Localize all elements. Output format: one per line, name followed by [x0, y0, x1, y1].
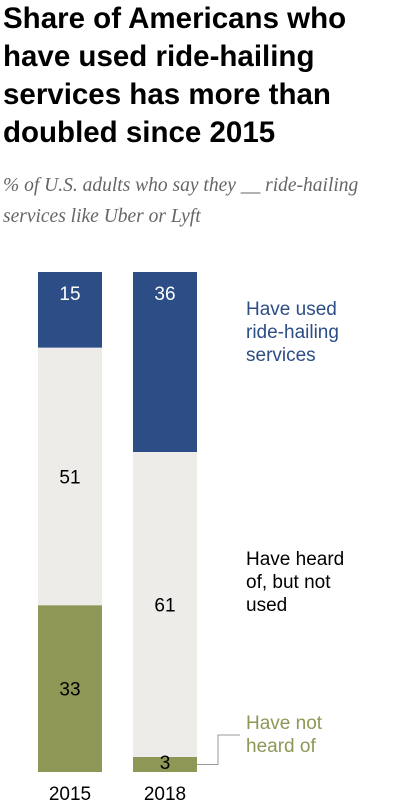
chart-title: Share of Americans who have used ride-ha… — [3, 2, 347, 149]
bar-2018-not-heard — [133, 757, 197, 772]
data-label-2015-used: 15 — [59, 284, 80, 305]
bar-2015-not-heard — [38, 605, 102, 772]
bar-2018-used — [133, 272, 197, 452]
x-tick-label-2018: 2018 — [144, 784, 186, 805]
data-label-2018-not-heard: 3 — [160, 753, 171, 774]
legend-leader-line-not-heard — [197, 734, 240, 765]
legend-label-not-heard: Have not heard of — [246, 713, 323, 757]
bar-2015-heard — [38, 347, 102, 606]
data-label-2015-not-heard: 33 — [59, 680, 80, 701]
legend-label-heard: Have heard of, but not used — [246, 549, 344, 616]
bar-2018-heard — [133, 452, 197, 757]
data-label-2015-heard: 51 — [59, 468, 80, 489]
data-label-2018-heard: 61 — [154, 596, 175, 617]
bar-2015-used — [38, 272, 102, 348]
chart-subtitle: % of U.S. adults who say they __ ride-ha… — [3, 175, 359, 227]
legend-label-used: Have used ride-hailing services — [246, 299, 339, 366]
x-tick-label-2015: 2015 — [49, 784, 91, 805]
data-label-2018-used: 36 — [154, 284, 175, 305]
